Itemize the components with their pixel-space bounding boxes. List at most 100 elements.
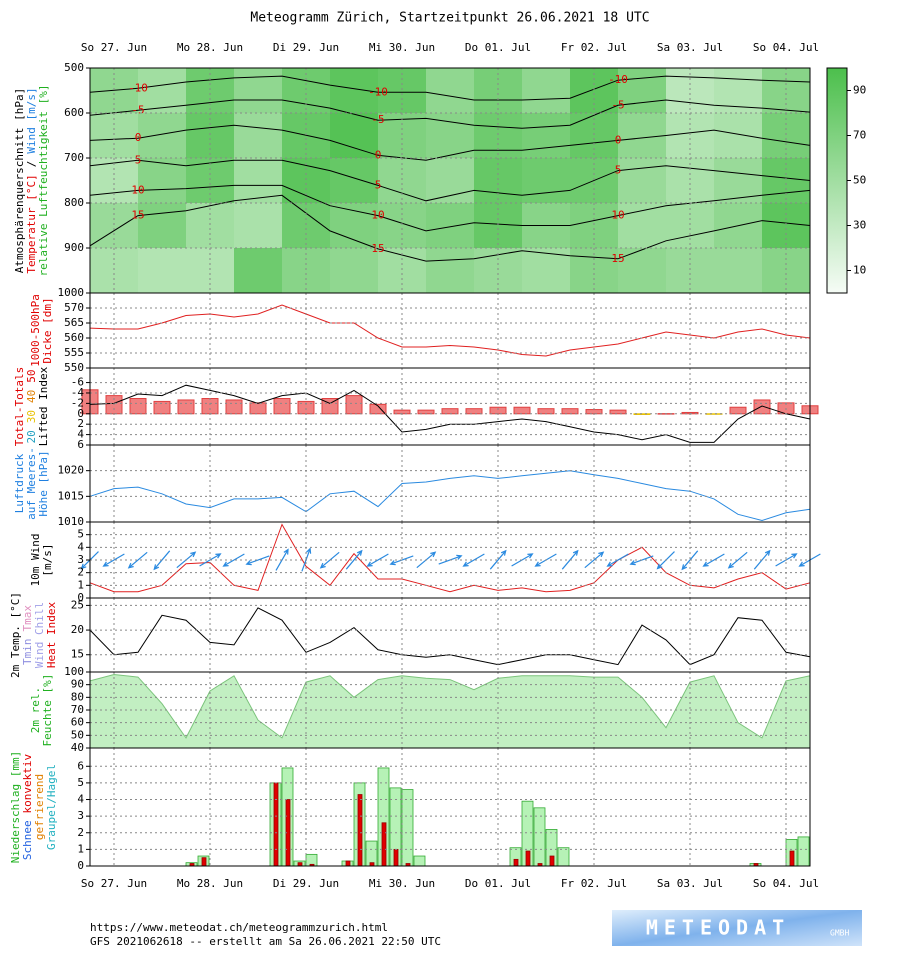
- isotherm-label: 5: [615, 164, 622, 177]
- humidity-cell: [186, 158, 234, 203]
- y-axis-label-part: Niederschlag [mm]: [9, 751, 22, 864]
- logo-name: METEODAT: [646, 916, 790, 940]
- x-tick-label-top: Do 01. Jul: [465, 41, 531, 54]
- y-axis-label-part: 2m rel.: [29, 687, 42, 733]
- humidity-cell: [762, 68, 810, 113]
- wind-arrow: [245, 555, 270, 566]
- y-axis-label: Feuchte [%]: [41, 674, 54, 747]
- convective-bar: [345, 860, 351, 867]
- y-axis-label-part: Feuchte [%]: [41, 674, 54, 747]
- humidity-cell: [714, 248, 762, 293]
- y-tick-label: 2: [77, 566, 84, 579]
- wind-arrow: [462, 553, 485, 567]
- humidity-cell: [426, 248, 474, 293]
- y-tick-label: 25: [71, 598, 84, 611]
- humidity-cell: [426, 203, 474, 248]
- humidity-cell: [234, 113, 282, 158]
- y-axis-label-part: 2m Temp. [°C]: [9, 592, 22, 678]
- isotherm-label: 0: [135, 131, 142, 144]
- humidity-cell: [666, 248, 714, 293]
- humidity-cell: [90, 113, 138, 158]
- y-axis-label-part: 10m Wind: [29, 534, 42, 587]
- y-tick-label: 0: [77, 591, 84, 604]
- convective-bar: [789, 850, 795, 867]
- humidity-cell: [618, 68, 666, 113]
- panel-frame: [89, 444, 811, 523]
- y-axis-label-part: Luftdruck: [13, 453, 26, 513]
- y-axis-label-part: 50: [25, 370, 38, 383]
- isotherm-label: 15: [131, 209, 144, 222]
- y-axis-label: 10m Wind: [29, 534, 42, 587]
- humidity-cell: [186, 68, 234, 113]
- y-tick-label: 20: [71, 623, 84, 636]
- x-tick-label-bottom: So 04. Jul: [753, 877, 819, 890]
- y-tick-label: 6: [77, 759, 84, 772]
- y-axis-label: Temperatur [°C] / Wind [m/s]: [25, 87, 38, 273]
- y-axis-label: Total-Totals: [13, 367, 26, 446]
- humidity-cell: [426, 158, 474, 203]
- humidity-cell: [378, 113, 426, 158]
- convective-bar: [393, 848, 399, 867]
- y-tick-label: 2: [77, 826, 84, 839]
- humidity-cell: [378, 68, 426, 113]
- wind-arrow: [102, 553, 125, 567]
- y-axis-label-part: Temperatur [°C]: [25, 174, 38, 273]
- y-tick-label: 900: [64, 241, 84, 254]
- y-tick-label: 3: [77, 553, 84, 566]
- panel-frame: [89, 367, 811, 446]
- y-tick-label: -6: [71, 376, 84, 389]
- isotherm-label: 15: [371, 242, 384, 255]
- humidity-cell: [666, 113, 714, 158]
- total-totals-bar: [417, 409, 435, 415]
- y-axis-label-part: Höhe [hPa]: [37, 450, 50, 516]
- colorbar-tick-label: 50: [853, 174, 866, 187]
- wind-arrow: [702, 553, 725, 567]
- isotherm: [89, 99, 811, 129]
- x-tick-label-top: Di 29. Jun: [273, 41, 339, 54]
- total-totals-bar: [705, 413, 723, 415]
- y-axis-label: gefrierend: [33, 774, 46, 840]
- y-axis-label-part: Graupel/Hagel: [45, 764, 58, 850]
- isotherm-label: 0: [615, 133, 622, 146]
- y-axis-label: Atmosphärenquerschnitt [hPa]: [13, 88, 26, 273]
- y-tick-label: 4: [77, 540, 84, 553]
- precip-bar: [557, 847, 570, 867]
- total-totals-bar: [537, 408, 555, 415]
- convective-bar: [201, 857, 207, 867]
- y-axis-label: 1000-500hPa: [29, 294, 42, 367]
- wind-arrow: [222, 553, 245, 567]
- colorbar: [826, 67, 848, 294]
- y-axis-label: relative Luftfeuchtigkeit [%]: [37, 84, 50, 276]
- y-tick-label: 40: [71, 741, 84, 754]
- y-axis-label: 20 30 40 50: [25, 370, 38, 444]
- x-tick-label-bottom: So 27. Jun: [81, 877, 147, 890]
- y-tick-label: -2: [71, 396, 84, 409]
- humidity-cell: [186, 248, 234, 293]
- y-tick-label: 565: [64, 316, 84, 329]
- y-axis-label: Graupel/Hagel: [45, 764, 58, 850]
- isotherm-label: -5: [611, 98, 624, 111]
- convective-bar: [525, 850, 531, 867]
- humidity-cell: [186, 113, 234, 158]
- logo-box: [612, 910, 862, 946]
- isotherm-label: -5: [131, 103, 144, 116]
- isotherm-label: 10: [611, 209, 624, 222]
- total-totals-bar: [729, 406, 747, 415]
- y-tick-label: 1: [77, 578, 84, 591]
- y-axis-label: 2m Temp. [°C]: [9, 592, 22, 678]
- x-tick-label-bottom: Do 01. Jul: [465, 877, 531, 890]
- total-totals-bar: [129, 398, 147, 415]
- humidity-cell: [234, 158, 282, 203]
- humidity-cell: [378, 203, 426, 248]
- y-tick-label: 1010: [58, 515, 85, 528]
- total-totals-bar: [609, 409, 627, 415]
- x-tick-label-top: Fr 02. Jul: [561, 41, 627, 54]
- y-tick-label: 5: [77, 528, 84, 541]
- humidity-cell: [138, 203, 186, 248]
- panel-frame: [89, 292, 811, 369]
- isotherm-label: 10: [371, 209, 384, 222]
- humidity-cell: [138, 158, 186, 203]
- humidity-cell: [666, 68, 714, 113]
- logo-suffix: GMBH: [830, 929, 849, 938]
- convective-bar: [357, 794, 363, 867]
